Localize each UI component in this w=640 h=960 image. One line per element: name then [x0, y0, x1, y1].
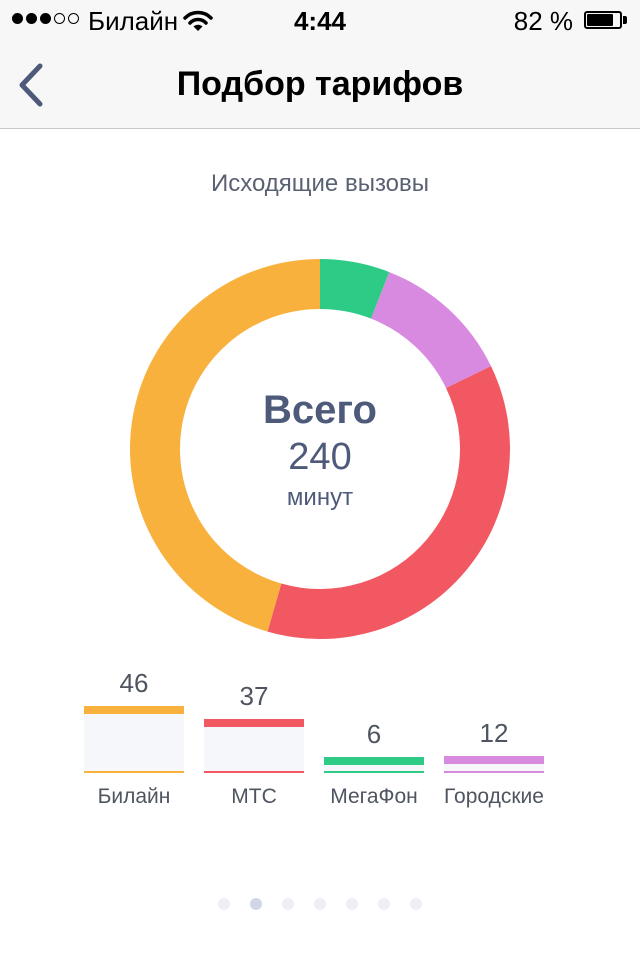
navigation-bar: Подбор тарифов	[0, 40, 640, 129]
operator-bar-column: 6 МегаФон	[324, 640, 424, 820]
battery-percentage: 82 %	[513, 6, 573, 36]
signal-strength-icon	[12, 13, 82, 24]
status-time: 4:44	[293, 6, 347, 36]
donut-chart	[129, 259, 511, 640]
bar-value-label: 37	[239, 681, 269, 712]
operator-bar-column: 12 Городские	[444, 640, 544, 820]
donut-slice-3	[320, 259, 390, 319]
bar-category-label: МегаФон	[330, 785, 418, 808]
page-title: Подбор тарифов	[176, 65, 464, 103]
donut-slice-1	[129, 259, 320, 632]
battery-icon	[584, 11, 628, 29]
signal-dot	[68, 13, 79, 24]
chevron-left-icon	[19, 63, 43, 107]
bar-category-label: Билайн	[97, 785, 171, 808]
operator-bar	[324, 757, 424, 773]
bar-category-label: Городские	[444, 785, 544, 808]
status-bar: Билайн 4:44 82 %	[0, 0, 640, 40]
operator-bar-column: 46 Билайн	[84, 640, 184, 820]
back-button[interactable]	[10, 54, 70, 114]
wifi-icon	[183, 10, 213, 31]
carrier-name: Билайн	[88, 6, 179, 36]
bar-value-label: 12	[479, 717, 509, 748]
total-label: Всего	[263, 388, 377, 432]
page-dot[interactable]	[250, 898, 262, 910]
total-value: 240	[288, 436, 352, 478]
page-dot[interactable]	[410, 898, 422, 910]
signal-dot	[54, 13, 65, 24]
operator-bar-column: 37 МТС	[204, 640, 304, 820]
total-unit: минут	[286, 484, 354, 511]
signal-dot	[26, 13, 37, 24]
page-dot[interactable]	[282, 898, 294, 910]
operator-bar	[84, 706, 184, 773]
operator-bar	[204, 719, 304, 773]
operator-bars: 46 Билайн 37 МТС 6 МегаФон 12 Городские	[0, 640, 640, 820]
bar-value-label: 6	[366, 719, 382, 749]
signal-dot	[12, 13, 23, 24]
bar-category-label: МТС	[231, 785, 277, 808]
donut-slice-2	[267, 366, 511, 640]
bar-value-label: 46	[119, 668, 149, 698]
chart-title: Исходящие вызовы	[210, 170, 430, 197]
operator-bar	[444, 755, 544, 773]
page-dot[interactable]	[346, 898, 358, 910]
donut-slice-4	[371, 272, 492, 388]
page-dot[interactable]	[378, 898, 390, 910]
page-dot[interactable]	[218, 898, 230, 910]
page-indicator	[0, 898, 640, 910]
signal-dot	[40, 13, 51, 24]
page-dot[interactable]	[314, 898, 326, 910]
